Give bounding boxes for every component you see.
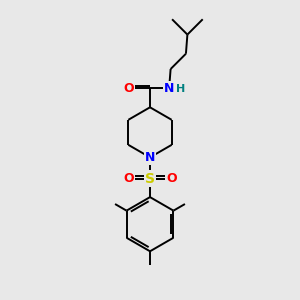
Text: O: O <box>124 82 134 95</box>
Text: O: O <box>166 172 176 185</box>
Text: N: N <box>145 151 155 164</box>
Text: S: S <box>145 172 155 186</box>
Text: O: O <box>124 172 134 185</box>
Text: N: N <box>164 82 174 95</box>
Text: H: H <box>176 84 185 94</box>
